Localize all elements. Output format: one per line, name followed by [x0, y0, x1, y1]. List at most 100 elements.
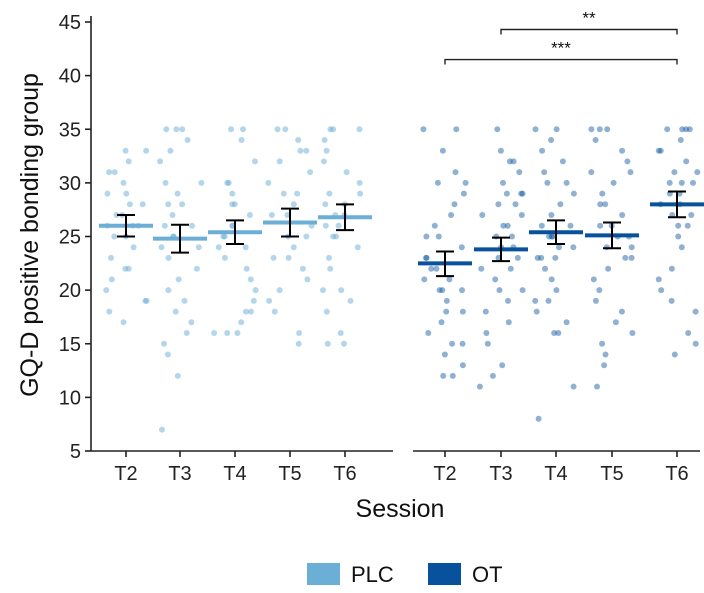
- data-point: [179, 126, 186, 133]
- data-point: [627, 169, 634, 176]
- data-point: [489, 372, 496, 379]
- data-point: [548, 137, 555, 143]
- data-point: [165, 254, 172, 261]
- data-point: [175, 276, 182, 283]
- data-point: [602, 351, 609, 358]
- data-point: [326, 254, 332, 261]
- data-point: [510, 158, 517, 165]
- data-point: [458, 244, 465, 251]
- data-point: [493, 233, 500, 240]
- data-point: [282, 126, 289, 133]
- data-point: [545, 297, 552, 304]
- data-point: [228, 126, 235, 133]
- data-point: [238, 319, 245, 326]
- data-point: [284, 212, 291, 218]
- data-point: [276, 287, 283, 294]
- data-point: [604, 126, 611, 133]
- data-point: [221, 254, 228, 261]
- x-tick-label: T6: [665, 463, 688, 485]
- data-point: [247, 308, 254, 315]
- data-point: [111, 233, 118, 240]
- x-tick-label: T6: [333, 463, 356, 485]
- data-point: [326, 190, 333, 197]
- data-point: [229, 222, 236, 229]
- data-point: [658, 287, 665, 294]
- data-point: [549, 233, 556, 240]
- data-point: [296, 330, 303, 336]
- data-point: [266, 297, 273, 304]
- data-point: [601, 362, 608, 369]
- data-point: [347, 297, 354, 304]
- data-point: [592, 297, 599, 304]
- data-point: [557, 201, 564, 208]
- x-tick-label: T3: [168, 463, 191, 485]
- data-point: [622, 254, 629, 261]
- data-point: [225, 179, 232, 186]
- data-point: [188, 319, 195, 326]
- data-point: [602, 201, 609, 208]
- data-point: [507, 265, 514, 272]
- y-tick-label: 20: [59, 280, 81, 302]
- data-point: [544, 179, 551, 186]
- data-point: [125, 158, 132, 165]
- data-point: [657, 147, 664, 154]
- data-point: [440, 372, 447, 379]
- data-point: [183, 330, 190, 336]
- data-point: [588, 126, 595, 133]
- data-point: [692, 308, 699, 315]
- data-point: [678, 179, 685, 186]
- x-axis-title: Session: [356, 495, 445, 523]
- data-point: [459, 287, 465, 294]
- x-tick-label: T5: [600, 463, 623, 485]
- x-tick-label: T3: [489, 463, 512, 485]
- data-point: [123, 190, 130, 197]
- significance-brackets: *****: [444, 9, 678, 65]
- data-point: [553, 287, 560, 294]
- data-point: [198, 179, 205, 186]
- data-point: [220, 233, 227, 240]
- data-point: [290, 201, 297, 208]
- y-tick-label: 5: [70, 441, 81, 463]
- data-point: [664, 126, 671, 133]
- legend-swatch: [428, 563, 461, 585]
- data-point: [337, 330, 344, 336]
- data-point: [679, 126, 686, 133]
- data-point: [509, 233, 515, 240]
- data-point: [323, 147, 330, 154]
- data-point: [505, 319, 512, 326]
- data-point: [452, 169, 459, 176]
- data-point: [504, 222, 511, 229]
- data-point: [532, 126, 539, 133]
- data-point: [356, 179, 363, 186]
- data-point: [354, 244, 361, 251]
- data-point: [285, 254, 292, 261]
- data-point: [423, 233, 430, 240]
- data-point: [594, 383, 600, 390]
- data-point: [423, 254, 429, 261]
- panel-plc: T2 T3 T4 T5 T6: [91, 126, 393, 485]
- data-point: [438, 319, 445, 326]
- data-point: [307, 169, 314, 176]
- data-point: [671, 169, 678, 176]
- data-point: [431, 222, 438, 229]
- data-point: [343, 169, 350, 176]
- data-point: [570, 383, 577, 390]
- data-point: [690, 179, 696, 186]
- data-point: [628, 244, 635, 251]
- data-point: [327, 265, 334, 272]
- data-point: [534, 254, 541, 261]
- data-point: [563, 319, 570, 326]
- data-point: [655, 147, 662, 154]
- data-point: [686, 126, 693, 133]
- x-tick-label: T4: [223, 463, 246, 485]
- data-point: [592, 137, 599, 143]
- legend-label: OT: [472, 562, 503, 587]
- data-point: [242, 308, 249, 315]
- data-point: [290, 244, 297, 251]
- data-point: [108, 276, 115, 283]
- data-point: [479, 212, 486, 218]
- data-point: [157, 158, 164, 165]
- data-point: [435, 233, 442, 240]
- data-point: [553, 126, 560, 133]
